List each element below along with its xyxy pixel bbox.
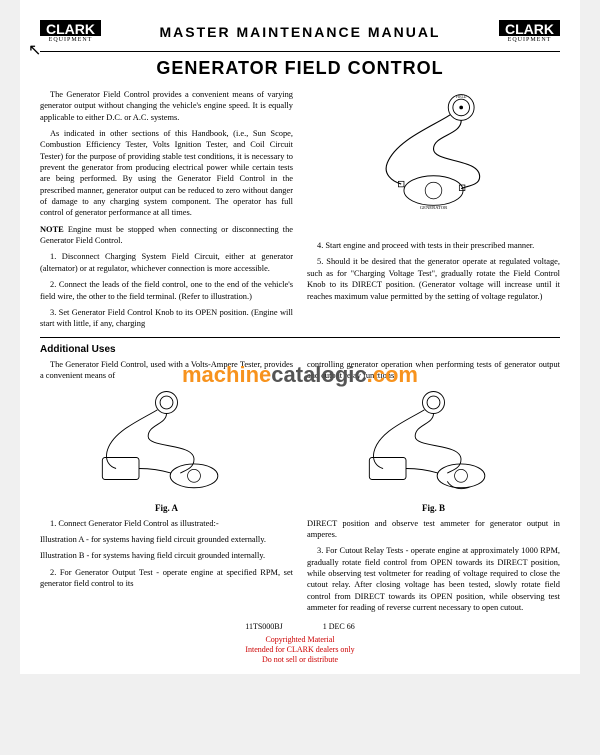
add-uses-right: controlling generator operation when per… xyxy=(307,359,560,387)
fig-a-diagram xyxy=(40,386,293,496)
intro-row: The Generator Field Control provides a c… xyxy=(40,89,560,224)
lower-right-col: DIRECT position and observe test ammeter… xyxy=(307,518,560,619)
cursor-icon: ↖ xyxy=(28,40,41,60)
add-uses-right-text: controlling generator operation when per… xyxy=(307,359,560,382)
lower-text: 1. Connect Generator Field Control as il… xyxy=(40,518,560,619)
fig-b-caption: Fig. B xyxy=(307,502,560,514)
step-3: 3. Set Generator Field Control Knob to i… xyxy=(40,307,293,330)
step-5: 5. Should it be desired that the generat… xyxy=(307,256,560,301)
additional-uses-heading: Additional Uses xyxy=(40,344,560,355)
logo-right-sub: EQUIPMENT xyxy=(499,37,560,43)
divider-2 xyxy=(40,337,560,338)
label-field-control: FIELD xyxy=(456,95,467,99)
steps-right-col: 4. Start engine and proceed with tests i… xyxy=(307,224,560,335)
add-uses-left-text: The Generator Field Control, used with a… xyxy=(40,359,293,382)
logo-right-main: CLARK xyxy=(499,20,560,36)
wiring-diagram-top: FIELD GENERATOR xyxy=(307,89,560,209)
logo-left-sub: EQUIPMENT xyxy=(40,37,101,43)
intro-p1: The Generator Field Control provides a c… xyxy=(40,89,293,123)
header-title: MASTER MAINTENANCE MANUAL xyxy=(160,24,441,40)
section-title: GENERATOR FIELD CONTROL xyxy=(40,58,560,79)
logo-left-main: CLARK xyxy=(40,20,101,36)
ll-p2: Illustration A - for systems having fiel… xyxy=(40,534,293,545)
lr-p1: DIRECT position and observe test ammeter… xyxy=(307,518,560,541)
document-page: ↖ CLARK EQUIPMENT MASTER MAINTENANCE MAN… xyxy=(20,0,580,674)
intro-text: The Generator Field Control provides a c… xyxy=(40,89,293,224)
header: CLARK EQUIPMENT MASTER MAINTENANCE MANUA… xyxy=(40,20,560,43)
ll-p3: Illustration B - for systems having fiel… xyxy=(40,550,293,561)
lower-left-col: 1. Connect Generator Field Control as il… xyxy=(40,518,293,619)
divider xyxy=(40,51,560,52)
footer-code-left: 11TS000BJ xyxy=(245,622,283,631)
fig-a-caption: Fig. A xyxy=(40,502,293,514)
note-text: Engine must be stopped when connecting o… xyxy=(40,225,293,245)
footer-line3: Do not sell or distribute xyxy=(40,655,560,665)
footer-codes: 11TS000BJ 1 DEC 66 xyxy=(40,622,560,631)
figures-row: Fig. A Fig. B xyxy=(40,386,560,517)
additional-uses-row: The Generator Field Control, used with a… xyxy=(40,359,560,387)
step-4: 4. Start engine and proceed with tests i… xyxy=(307,240,560,251)
note-and-steps: NOTE Engine must be stopped when connect… xyxy=(40,224,560,335)
step-1: 1. Disconnect Charging System Field Circ… xyxy=(40,251,293,274)
fig-b-col: Fig. B xyxy=(307,386,560,517)
footer-code-right: 1 DEC 66 xyxy=(323,622,355,631)
add-uses-left: The Generator Field Control, used with a… xyxy=(40,359,293,387)
footer-copyright: Copyrighted Material Intended for CLARK … xyxy=(40,635,560,664)
logo-left: CLARK EQUIPMENT xyxy=(40,20,101,43)
intro-diagram: FIELD GENERATOR xyxy=(307,89,560,224)
steps-left-col: NOTE Engine must be stopped when connect… xyxy=(40,224,293,335)
note-label: NOTE xyxy=(40,225,64,234)
ll-p4: 2. For Generator Output Test - operate e… xyxy=(40,567,293,590)
note-line: NOTE Engine must be stopped when connect… xyxy=(40,224,293,247)
intro-p2: As indicated in other sections of this H… xyxy=(40,128,293,219)
footer-line1: Copyrighted Material xyxy=(40,635,560,645)
logo-right: CLARK EQUIPMENT xyxy=(499,20,560,43)
step-2: 2. Connect the leads of the field contro… xyxy=(40,279,293,302)
fig-b-diagram xyxy=(307,386,560,496)
label-generator: GENERATOR xyxy=(420,205,448,209)
ll-p1: 1. Connect Generator Field Control as il… xyxy=(40,518,293,529)
footer-line2: Intended for CLARK dealers only xyxy=(40,645,560,655)
fig-a-col: Fig. A xyxy=(40,386,293,517)
lr-p2: 3. For Cutout Relay Tests - operate engi… xyxy=(307,545,560,613)
